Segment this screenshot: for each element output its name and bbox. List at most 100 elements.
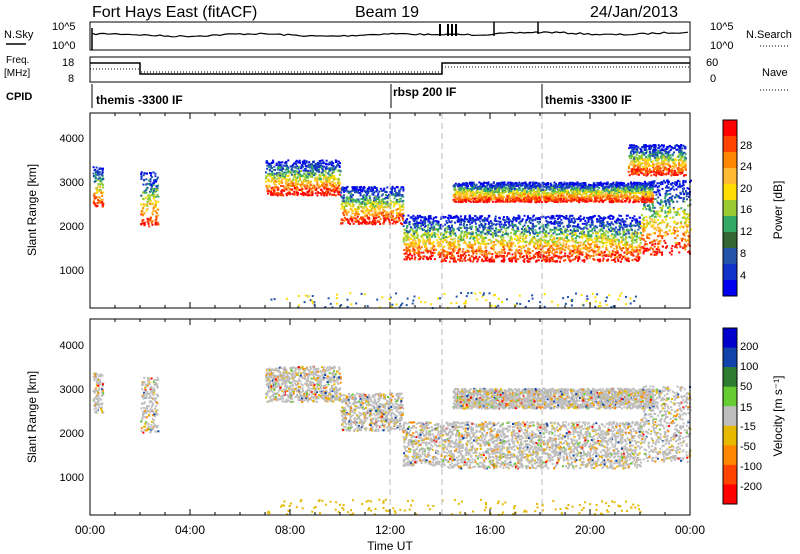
data-pixel	[623, 255, 626, 258]
data-pixel	[154, 206, 157, 208]
data-pixel	[340, 195, 343, 198]
data-pixel	[597, 232, 599, 235]
data-pixel	[154, 204, 157, 207]
data-pixel	[611, 238, 614, 241]
data-pixel	[612, 192, 615, 195]
data-pixel	[634, 224, 637, 227]
data-pixel	[457, 251, 460, 254]
data-pixel	[664, 192, 667, 195]
data-pixel	[550, 234, 553, 237]
data-pixel	[369, 213, 372, 216]
data-pixel	[402, 199, 405, 202]
data-pixel	[643, 229, 646, 232]
data-pixel	[656, 210, 658, 213]
data-pixel	[642, 238, 645, 241]
data-pixel	[460, 254, 463, 257]
data-pixel	[431, 254, 434, 257]
data-pixel	[534, 229, 537, 232]
data-pixel	[525, 252, 528, 255]
data-pixel	[610, 234, 613, 237]
data-pixel	[96, 186, 99, 189]
data-pixel	[619, 232, 622, 235]
data-pixel	[586, 253, 589, 256]
data-pixel	[588, 244, 591, 247]
data-pixel	[633, 224, 636, 227]
data-pixel	[614, 251, 617, 253]
data-pixel	[311, 163, 314, 166]
data-pixel	[145, 189, 148, 191]
data-pixel	[399, 197, 402, 200]
data-pixel	[350, 218, 353, 221]
data-pixel	[667, 193, 670, 196]
data-pixel	[466, 226, 468, 229]
data-pixel	[347, 200, 350, 203]
data-pixel	[457, 243, 460, 246]
data-pixel	[660, 201, 662, 204]
data-pixel	[286, 175, 288, 177]
data-pixel	[626, 225, 628, 227]
data-pixel	[634, 219, 637, 222]
data-pixel	[553, 217, 556, 220]
data-pixel	[336, 186, 339, 188]
data-pixel	[464, 215, 467, 218]
data-pixel	[335, 161, 337, 163]
data-pixel	[618, 242, 621, 245]
data-pixel	[532, 255, 535, 258]
data-pixel	[363, 212, 366, 215]
data-pixel	[552, 253, 555, 256]
data-pixel	[375, 197, 378, 200]
data-pixel	[323, 194, 326, 197]
data-pixel	[472, 248, 475, 251]
data-pixel	[658, 189, 661, 192]
data-pixel	[540, 241, 542, 244]
data-pixel	[332, 188, 335, 191]
data-pixel	[157, 214, 160, 217]
data-pixel	[420, 219, 422, 222]
data-pixel	[642, 228, 645, 230]
data-pixel	[687, 235, 690, 237]
data-pixel	[374, 214, 377, 217]
data-pixel	[392, 210, 395, 213]
data-pixel	[481, 237, 484, 240]
data-pixel	[669, 209, 672, 212]
data-pixel	[563, 249, 566, 252]
data-pixel	[391, 222, 394, 225]
data-pixel	[380, 212, 383, 215]
data-pixel	[670, 196, 673, 199]
data-pixel	[361, 210, 364, 213]
data-pixel	[637, 258, 640, 261]
data-pixel	[370, 209, 373, 212]
data-pixel	[612, 227, 614, 230]
data-pixel	[641, 221, 644, 224]
data-pixel	[290, 181, 293, 184]
data-pixel	[590, 238, 593, 241]
data-pixel	[651, 203, 654, 206]
data-pixel	[347, 192, 350, 195]
data-pixel	[515, 220, 518, 223]
data-pixel	[426, 250, 429, 253]
data-pixel	[144, 191, 147, 194]
data-pixel	[143, 179, 146, 182]
data-pixel	[459, 227, 462, 230]
data-pixel	[560, 246, 563, 249]
data-pixel	[605, 224, 608, 227]
data-pixel	[548, 259, 551, 262]
data-pixel	[361, 203, 364, 205]
data-pixel	[584, 226, 587, 229]
data-pixel	[332, 162, 335, 165]
data-pixel	[471, 255, 474, 258]
data-pixel	[595, 234, 598, 237]
data-pixel	[537, 259, 540, 262]
data-pixel	[302, 174, 305, 177]
data-pixel	[679, 245, 682, 248]
data-pixel	[294, 182, 297, 185]
data-pixel	[611, 194, 614, 197]
data-pixel	[367, 210, 370, 213]
data-pixel	[631, 239, 634, 242]
data-pixel	[569, 224, 572, 227]
data-pixel	[428, 249, 431, 252]
data-pixel	[502, 218, 505, 221]
data-pixel	[636, 223, 639, 226]
data-pixel	[543, 240, 546, 243]
data-pixel	[314, 172, 316, 175]
